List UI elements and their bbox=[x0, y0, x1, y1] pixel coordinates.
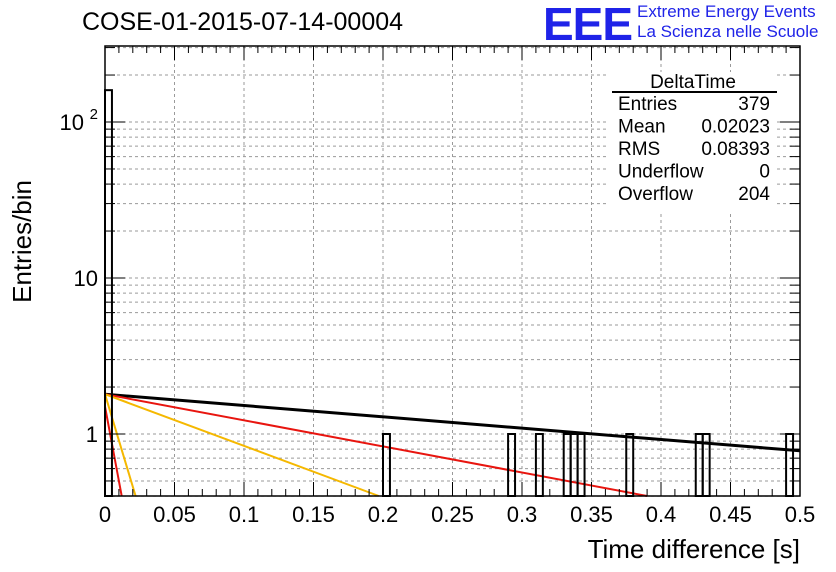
plot-title: COSE-01-2015-07-14-00004 bbox=[82, 8, 404, 36]
x-tick-label: 0.15 bbox=[292, 502, 335, 527]
histogram-bar bbox=[785, 433, 795, 497]
fit-curve bbox=[104, 406, 123, 497]
y-tick-label: 10 bbox=[60, 110, 84, 135]
fit-curve bbox=[104, 392, 801, 453]
histogram-bar bbox=[625, 433, 635, 497]
stats-row-value: 379 bbox=[738, 94, 770, 115]
axis-ticks bbox=[104, 46, 801, 497]
stats-row-label: Underflow bbox=[618, 162, 704, 183]
fit-curves bbox=[104, 392, 801, 497]
stats-row-label: Overflow bbox=[618, 184, 693, 205]
histogram-bar bbox=[382, 433, 391, 497]
x-tick-label: 0.5 bbox=[785, 502, 816, 527]
stats-row-value: 0.08393 bbox=[701, 139, 770, 160]
x-tick-label: 0 bbox=[99, 502, 111, 527]
y-tick-label-exponent: 2 bbox=[90, 106, 98, 123]
logo-text-line1: Extreme Energy Events bbox=[637, 2, 816, 21]
x-tick-label: 0.25 bbox=[431, 502, 474, 527]
x-axis-title: Time difference [s] bbox=[588, 534, 800, 564]
stats-row-label: Mean bbox=[618, 117, 666, 138]
histogram-bar bbox=[562, 433, 572, 497]
stats-row-value: 0 bbox=[759, 162, 770, 183]
stats-box: DeltaTime Entries 379 Mean 0.02023 RMS 0.0839… bbox=[609, 72, 777, 212]
stats-row-label: RMS bbox=[618, 139, 660, 160]
stats-row-value: 0.02023 bbox=[701, 117, 770, 138]
x-tick-label: 0.1 bbox=[229, 502, 260, 527]
stats-box-title: DeltaTime bbox=[650, 72, 736, 93]
stats-row-label: Entries bbox=[618, 94, 677, 115]
fit-curve bbox=[104, 393, 380, 497]
histogram-bar bbox=[569, 433, 579, 497]
y-axis-title: Entries/bin bbox=[7, 180, 37, 303]
x-tick-label: 0.35 bbox=[570, 502, 613, 527]
x-tick-label: 0.3 bbox=[507, 502, 538, 527]
x-tick-label: 0.4 bbox=[646, 502, 677, 527]
y-tick-label: 10 bbox=[74, 266, 98, 291]
x-tick-label: 0.45 bbox=[709, 502, 752, 527]
stats-row-value: 204 bbox=[738, 184, 770, 205]
histogram-bar bbox=[507, 433, 517, 497]
fit-curve bbox=[104, 393, 648, 497]
y-tick-label: 1 bbox=[86, 422, 98, 447]
x-tick-label: 0.2 bbox=[368, 502, 399, 527]
x-tick-label: 0.05 bbox=[153, 502, 196, 527]
tick-labels: 0 0.05 0.1 0.15 0.2 0.25 0.3 0.35 0.4 0.45 0.5 1 10 1… bbox=[60, 106, 816, 527]
fit-curve bbox=[104, 393, 137, 497]
eee-logo-mark: EEE bbox=[543, 0, 633, 50]
logo-text-line2: La Scienza nelle Scuole bbox=[637, 22, 819, 41]
histogram-bar bbox=[576, 433, 586, 497]
histogram-bar bbox=[534, 433, 544, 497]
